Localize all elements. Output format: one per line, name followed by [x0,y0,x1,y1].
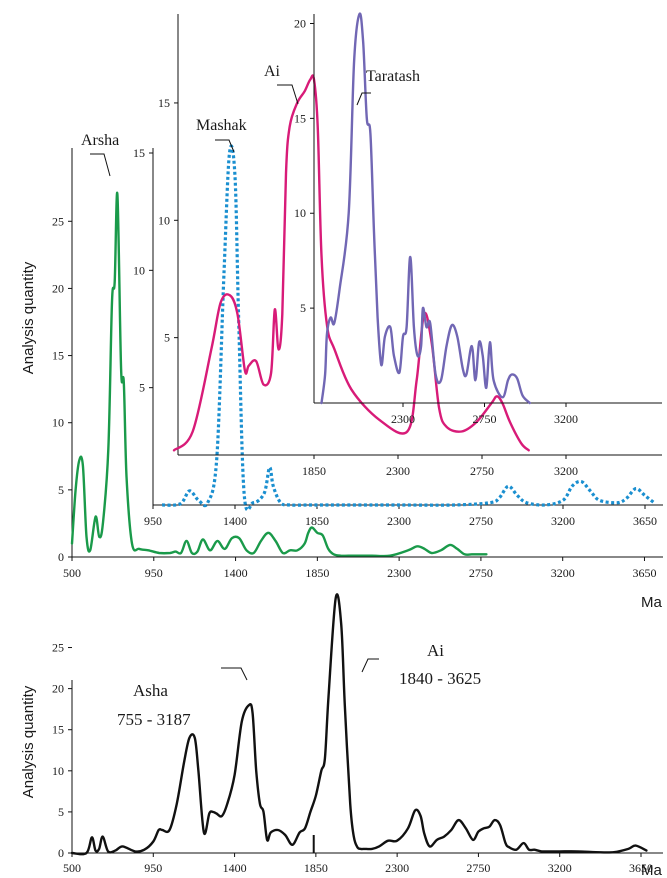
combined-ytick-label: 25 [52,641,64,655]
combined-xtick-label: 1400 [223,861,247,875]
combined-xtick-label: 500 [63,861,81,875]
label-asha-range: 755 - 3187 [117,710,191,729]
combined-ytick-label: 0 [58,846,64,860]
label-ai-top: Ai [264,63,281,80]
arsha-ytick-label: 5 [58,483,64,497]
ai_inset-xtick-label: 2750 [470,464,494,478]
leader-arsha [90,153,111,177]
ai_inset-ytick-label: 10 [158,213,170,227]
mashak-xtick-label: 2750 [469,514,493,528]
ai_inset-xtick-label: 1850 [302,464,326,478]
combined-ytick-label: 20 [52,682,64,696]
combined-xtick-label: 1850 [304,861,328,875]
mashak-panel: 5 10 15 950 1400 1850 2300 2750 3200 3650 [133,144,663,528]
leader-taratash [356,92,371,106]
top-xunit: Ma [641,594,662,611]
combined-ytick-label: 5 [58,805,64,819]
bottom-ylabel: Analysis quantity [20,685,37,798]
taratash-ytick-label: 15 [294,111,306,125]
mashak-ytick-label: 10 [133,263,145,277]
ai_inset-series-line [172,74,530,452]
arsha-series-line [70,191,488,558]
label-mashak: Mashak [196,117,247,134]
label-asha-name: Asha [133,681,168,700]
ai_inset-ytick-label: 15 [158,96,170,110]
mashak-xtick-label: 1850 [305,514,329,528]
arsha-ytick-label: 20 [52,281,64,295]
bottom-xunit: Ma [641,862,662,878]
mashak-xtick-label: 1400 [223,514,247,528]
label-ai-name: Ai [427,641,444,660]
arsha-ytick-label: 15 [52,349,64,363]
combined-series-line [70,593,648,856]
arsha-xtick-label: 1400 [224,566,248,580]
ai_inset-xtick-label: 3200 [554,464,578,478]
mashak-xtick-label: 950 [144,514,162,528]
ai_inset-ytick-label: 5 [164,331,170,345]
arsha-xtick-label: 500 [63,566,81,580]
leader-ai-top [277,84,299,105]
combined-panel: 0 5 10 15 20 25 500 950 1400 1850 2300 2750 3200 3650 [52,593,663,875]
mashak-xtick-label: 3650 [633,514,657,528]
taratash-ytick-label: 10 [294,206,306,220]
arsha-ytick-label: 25 [52,214,64,228]
arsha-xtick-label: 950 [145,566,163,580]
taratash-series-line [320,12,531,405]
mashak-ytick-label: 15 [133,146,145,160]
arsha-xtick-label: 2300 [387,566,411,580]
mashak-xtick-label: 2300 [387,514,411,528]
arsha-ytick-label: 0 [58,550,64,564]
taratash-xtick-label: 2300 [391,412,415,426]
combined-xtick-label: 3650 [629,861,653,875]
combined-xtick-label: 2300 [385,861,409,875]
label-arsha: Arsha [81,132,119,149]
combined-xtick-label: 3200 [548,861,572,875]
arsha-xtick-label: 3200 [551,566,575,580]
leader-mashak [215,139,235,153]
mashak-ytick-label: 5 [139,381,145,395]
label-ai-range: 1840 - 3625 [399,669,481,688]
taratash-ytick-label: 5 [300,301,306,315]
leader-asha [221,667,248,681]
combined-xtick-label: 2750 [466,861,490,875]
top-ylabel: Analysis quantity [20,261,37,374]
label-taratash: Taratash [366,68,420,85]
mashak-xtick-label: 3200 [551,514,575,528]
combined-ytick-label: 10 [52,764,64,778]
arsha-ytick-label: 10 [52,416,64,430]
combined-xtick-label: 950 [144,861,162,875]
ai_inset-xtick-label: 2300 [386,464,410,478]
taratash-xtick-label: 3200 [554,412,578,426]
arsha-xtick-label: 2750 [469,566,493,580]
taratash-ytick-label: 20 [294,16,306,30]
combined-ytick-label: 15 [52,723,64,737]
arsha-xtick-label: 3650 [632,566,656,580]
ai-inset-panel: 5 10 15 1850 2300 2750 3200 [158,14,662,478]
taratash-panel: 5 10 15 20 2300 2750 3200 [294,12,662,426]
arsha-panel: 0 5 10 15 20 25 500 950 1400 1850 2300 2750 3200 3650 [52,148,663,580]
leader-ai [361,658,379,673]
arsha-xtick-label: 1850 [305,566,329,580]
taratash-xtick-label: 2750 [473,412,497,426]
mashak-series-line [161,144,656,512]
